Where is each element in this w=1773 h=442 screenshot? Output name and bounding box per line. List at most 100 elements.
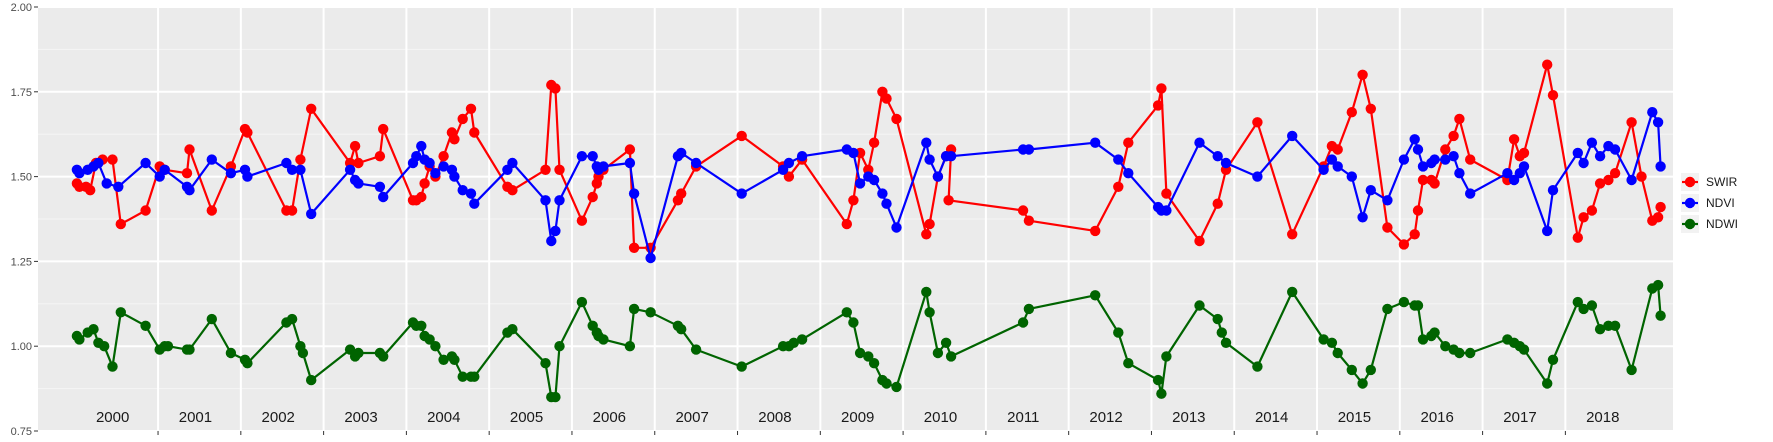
data-point-swir xyxy=(1626,117,1637,128)
data-point-ndvi xyxy=(1586,137,1598,148)
year-label: 2008 xyxy=(758,409,791,426)
grid-lines xyxy=(38,6,1673,435)
data-point-swir xyxy=(1113,181,1124,192)
data-point-swir xyxy=(419,178,430,189)
data-point-ndwi xyxy=(140,320,151,331)
data-point-swir xyxy=(1412,205,1424,216)
data-point-swir xyxy=(1594,178,1606,189)
data-point-ndwi xyxy=(676,324,687,335)
data-point-ndwi xyxy=(1123,358,1134,369)
data-point-swir xyxy=(465,103,477,115)
data-point-ndwi xyxy=(88,324,99,335)
data-point-swir xyxy=(1572,232,1584,243)
data-point-swir xyxy=(1586,205,1598,216)
data-point-ndwi xyxy=(469,371,480,382)
data-point-swir xyxy=(449,134,460,145)
data-point-ndvi xyxy=(1161,205,1172,216)
data-point-ndvi xyxy=(469,198,480,209)
data-point-ndvi xyxy=(676,147,687,159)
data-point-ndwi xyxy=(1542,378,1553,389)
data-point-ndwi xyxy=(841,307,852,318)
data-point-ndwi xyxy=(297,347,309,359)
data-point-swir xyxy=(1603,174,1614,186)
data-point-ndwi xyxy=(1518,344,1530,355)
data-point-swir xyxy=(576,215,588,226)
data-point-ndvi xyxy=(1123,168,1134,179)
data-point-ndwi xyxy=(507,324,518,335)
data-point-ndvi xyxy=(736,188,747,199)
data-point-ndwi xyxy=(598,334,609,345)
data-point-ndwi xyxy=(306,374,317,386)
data-point-ndwi xyxy=(1465,347,1476,359)
series-ndwi xyxy=(71,279,1666,403)
data-point-ndwi xyxy=(1252,361,1263,372)
data-point-swir xyxy=(736,130,747,142)
data-point-ndvi xyxy=(945,151,957,162)
data-point-ndwi xyxy=(788,337,799,348)
data-point-ndvi xyxy=(286,164,298,175)
data-point-swir xyxy=(1152,100,1164,111)
data-point-ndvi xyxy=(1440,154,1451,165)
year-label: 2011 xyxy=(1007,409,1039,426)
legend-item-swir: SWIR xyxy=(1681,173,1738,191)
series-ndvi xyxy=(71,107,1666,264)
data-point-ndwi xyxy=(430,341,441,352)
data-point-ndvi xyxy=(1429,154,1440,165)
data-point-ndvi xyxy=(295,164,306,175)
legend: SWIR NDVI NDWI xyxy=(1681,173,1738,233)
data-point-ndwi xyxy=(416,320,427,331)
data-point-ndwi xyxy=(1429,327,1440,338)
data-point-ndwi xyxy=(690,344,702,355)
y-tick-label: 0.75 xyxy=(11,426,32,438)
data-point-ndwi xyxy=(945,351,957,362)
data-point-ndvi xyxy=(1023,144,1035,155)
data-point-ndvi xyxy=(1194,137,1205,148)
data-point-ndvi xyxy=(868,174,880,186)
year-label: 2004 xyxy=(427,409,460,426)
data-point-swir xyxy=(85,185,96,196)
data-point-ndwi xyxy=(1017,317,1029,328)
data-point-ndvi xyxy=(1113,154,1124,165)
data-point-ndwi xyxy=(449,354,460,365)
data-point-ndvi xyxy=(628,188,640,199)
data-point-swir xyxy=(1252,117,1263,128)
data-point-ndvi xyxy=(624,157,636,169)
data-point-ndwi xyxy=(184,344,195,355)
data-point-swir xyxy=(1465,154,1476,165)
data-point-ndwi xyxy=(1382,303,1393,315)
data-point-ndwi xyxy=(624,341,636,352)
data-point-ndwi xyxy=(115,307,127,318)
legend-label: NDVI xyxy=(1706,196,1735,210)
data-point-ndvi xyxy=(378,191,389,203)
data-point-swir xyxy=(1212,198,1223,209)
data-point-ndvi xyxy=(1652,117,1664,128)
year-labels: 2000 2001 2002 2003 2004 2005 2006 2007 2008 2009… xyxy=(96,409,1620,426)
data-point-swir xyxy=(1346,107,1358,118)
data-point-ndvi xyxy=(576,151,588,162)
data-point-ndwi xyxy=(1318,334,1329,345)
data-point-ndvi xyxy=(1502,168,1513,179)
data-point-swir xyxy=(286,205,298,216)
data-point-swir xyxy=(628,242,640,253)
data-point-ndwi xyxy=(1346,364,1358,376)
data-point-ndvi xyxy=(1412,144,1424,155)
data-point-ndvi xyxy=(854,178,866,189)
data-point-ndvi xyxy=(1382,195,1393,206)
year-label: 2009 xyxy=(841,409,874,426)
data-point-ndvi xyxy=(1655,161,1666,172)
data-point-swir xyxy=(115,218,127,230)
data-point-ndvi xyxy=(344,164,356,175)
data-point-ndvi xyxy=(411,151,422,162)
data-point-ndvi xyxy=(101,178,112,189)
data-point-ndwi xyxy=(438,354,449,365)
y-tick-label: 2.00 xyxy=(11,2,32,14)
data-point-ndvi xyxy=(1572,147,1584,159)
data-point-swir xyxy=(1448,130,1459,142)
data-point-ndvi xyxy=(159,164,170,175)
data-point-ndvi xyxy=(438,161,449,172)
data-point-ndwi xyxy=(645,307,656,318)
data-point-swir xyxy=(1440,144,1451,155)
data-point-swir xyxy=(1454,113,1465,125)
data-point-ndwi xyxy=(863,351,874,362)
